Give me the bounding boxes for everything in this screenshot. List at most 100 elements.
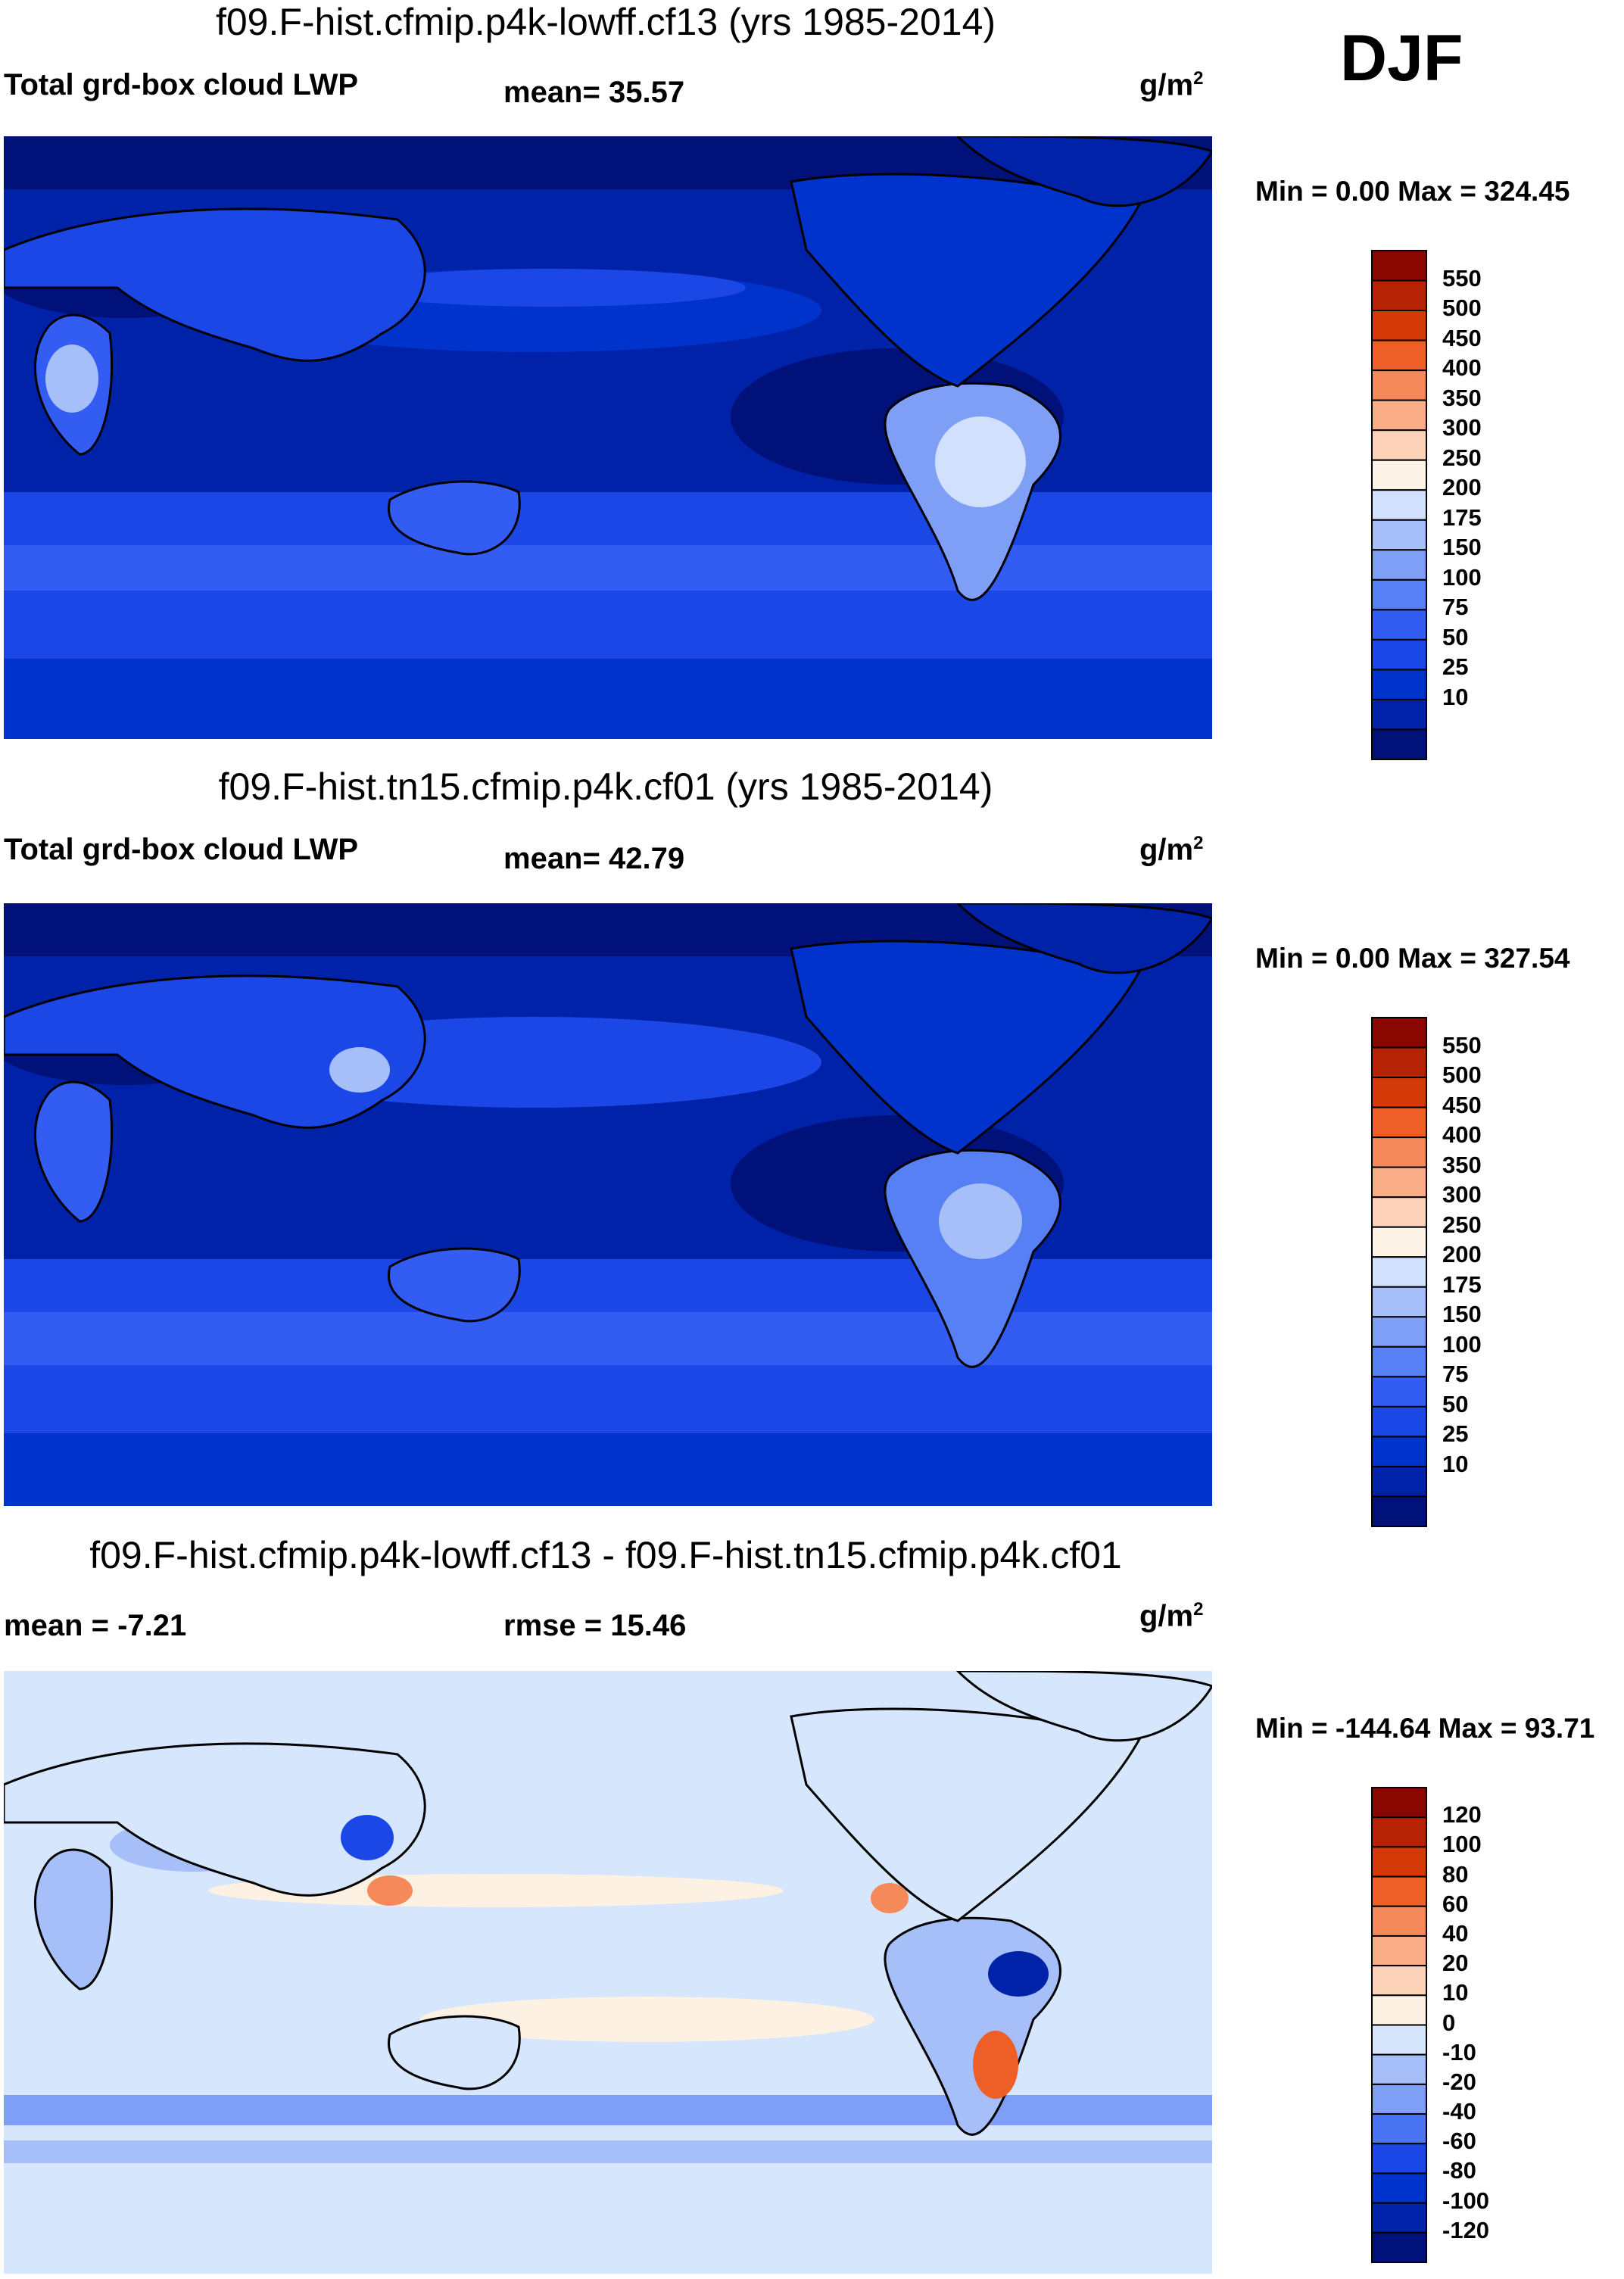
colorbar-box [1371, 279, 1427, 312]
panel-2-colorbar [1371, 1017, 1427, 1527]
colorbar-box [1371, 1846, 1427, 1878]
colorbar-tick-label: 120 [1442, 1801, 1482, 1828]
colorbar-tick-label: 25 [1442, 653, 1469, 681]
colorbar-box [1371, 1465, 1427, 1498]
colorbar-tick-label: 175 [1442, 504, 1482, 531]
colorbar-tick-label: -120 [1442, 2216, 1490, 2243]
colorbar-tick-label: 300 [1442, 414, 1482, 441]
colorbar-box [1371, 429, 1427, 461]
colorbar-box [1371, 1875, 1427, 1907]
colorbar-tick-label: 200 [1442, 1241, 1482, 1268]
colorbar-box [1371, 310, 1427, 341]
colorbar-box [1371, 2113, 1427, 2145]
colorbar-tick-label: 350 [1442, 384, 1482, 411]
panel-2-minmax: Min = 0.00 Max = 327.54 [1255, 943, 1570, 974]
panel-1-map [4, 136, 1212, 739]
north-america [790, 1707, 1142, 1922]
argentina-positive [973, 2031, 1018, 2099]
colorbar-tick-label: -10 [1442, 2038, 1476, 2065]
colorbar-box [1371, 519, 1427, 551]
colorbar-box [1371, 1994, 1427, 2026]
colorbar-box [1371, 698, 1427, 731]
colorbar-box [1371, 1376, 1427, 1408]
colorbar-box [1371, 1256, 1427, 1288]
colorbar-box [1371, 1405, 1427, 1438]
panel-2-units: g/m2 [1139, 833, 1204, 867]
australia [388, 2015, 521, 2090]
storm-track-band [4, 545, 1212, 591]
southern-ocean-negative-band [4, 2095, 1212, 2125]
africa [33, 1080, 114, 1223]
colorbar-box [1371, 399, 1427, 432]
south-china-positive [367, 1875, 413, 1906]
antarctic-band [4, 659, 1212, 739]
colorbar-tick-label: 250 [1442, 444, 1482, 471]
panel-3-title: f09.F-hist.cfmip.p4k-lowff.cf13 - f09.F-… [89, 1534, 1122, 1576]
colorbar-box [1371, 578, 1427, 611]
panel-2-map [4, 903, 1212, 1506]
colorbar-box [1371, 1436, 1427, 1467]
colorbar-box [1371, 489, 1427, 521]
colorbar-tick-label: 10 [1442, 683, 1469, 710]
colorbar-tick-label: 50 [1442, 1390, 1469, 1417]
colorbar-box [1371, 2083, 1427, 2115]
east-asia-high [329, 1047, 390, 1093]
colorbar-tick-label: 550 [1442, 264, 1482, 292]
colorbar-box [1371, 1046, 1427, 1079]
amazon-high [935, 416, 1026, 507]
colorbar-box [1371, 369, 1427, 401]
panel-2-mean-label: mean= 42.79 [503, 842, 685, 875]
colorbar-tick-label: 100 [1442, 563, 1482, 591]
colorbar-box [1371, 609, 1427, 641]
colorbar-box [1371, 1136, 1427, 1168]
antarctic-band [4, 1433, 1212, 1506]
colorbar-tick-label: 10 [1442, 1450, 1469, 1477]
colorbar-tick-label: 500 [1442, 1062, 1482, 1089]
greenland [955, 903, 1212, 974]
panel-3-units: g/m2 [1139, 1599, 1204, 1633]
colorbar-box [1371, 1106, 1427, 1139]
panel-3-colorbar-boxes [1371, 1787, 1427, 2263]
southern-ocean-band-2 [4, 2140, 1212, 2163]
colorbar-tick-label: 20 [1442, 1950, 1469, 1977]
colorbar-box [1371, 1495, 1427, 1527]
panel-2-colorbar-boxes [1371, 1017, 1427, 1527]
greenland [955, 136, 1212, 207]
colorbar-tick-label: 10 [1442, 1979, 1469, 2006]
north-america [790, 173, 1142, 388]
colorbar-box [1371, 1077, 1427, 1108]
colorbar-box [1371, 669, 1427, 700]
colorbar-tick-label: 0 [1442, 2009, 1456, 2036]
colorbar-box [1371, 1816, 1427, 1848]
colorbar-tick-label: 550 [1442, 1031, 1482, 1058]
greenland [955, 1671, 1212, 1742]
panel-1-variable-label: Total grd-box cloud LWP [4, 68, 359, 101]
colorbar-box [1371, 549, 1427, 581]
south-pacific-positive [420, 1997, 874, 2042]
colorbar-tick-label: 300 [1442, 1181, 1482, 1208]
colorbar-box [1371, 1316, 1427, 1348]
colorbar-tick-label: 500 [1442, 295, 1482, 322]
colorbar-box [1371, 1196, 1427, 1228]
colorbar-tick-label: 75 [1442, 594, 1469, 621]
colorbar-tick-label: 40 [1442, 1919, 1469, 1947]
colorbar-tick-label: 400 [1442, 354, 1482, 382]
colorbar-tick-label: 175 [1442, 1270, 1482, 1298]
colorbar-box [1371, 2202, 1427, 2234]
colorbar-box [1371, 1226, 1427, 1258]
colorbar-tick-label: 150 [1442, 1301, 1482, 1328]
colorbar-box [1371, 2053, 1427, 2085]
colorbar-box [1371, 339, 1427, 372]
colorbar-tick-label: 50 [1442, 623, 1469, 650]
central-america-positive [871, 1883, 909, 1913]
colorbar-box [1371, 1345, 1427, 1378]
colorbar-tick-label: 250 [1442, 1211, 1482, 1238]
panel-1-title: f09.F-hist.cfmip.p4k-lowff.cf13 (yrs 198… [215, 1, 996, 43]
colorbar-tick-label: 200 [1442, 474, 1482, 501]
australia [388, 480, 521, 556]
colorbar-tick-label: -60 [1442, 2128, 1476, 2155]
colorbar-tick-label: 75 [1442, 1361, 1469, 1388]
colorbar-box [1371, 1286, 1427, 1318]
colorbar-tick-label: -20 [1442, 2068, 1476, 2095]
